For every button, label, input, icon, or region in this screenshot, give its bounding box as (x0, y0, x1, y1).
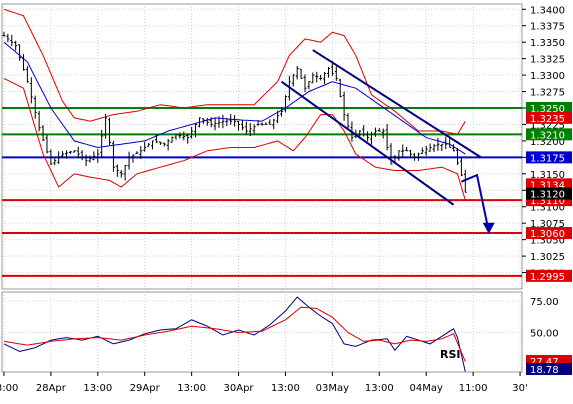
price-value-label: 1.3120 (530, 190, 565, 201)
price-tick-label: 1.3325 (530, 55, 565, 66)
level-label: 1.3110 (530, 196, 565, 207)
price-tick-label: 1.3075 (530, 219, 565, 230)
price-value-label: 1.3235 (530, 114, 565, 125)
level-label-box (526, 128, 572, 141)
price-tick-label: 1.3050 (530, 236, 565, 247)
x-tick-label: 03May (316, 383, 349, 394)
x-tick-label: 13:00 (177, 383, 206, 394)
price-tick-label: 1.3300 (530, 71, 565, 82)
level-label: 1.3210 (530, 130, 565, 141)
price-value-label-box (526, 187, 572, 200)
price-tick-label: 1.3375 (530, 22, 565, 33)
x-tick-label: 29Apr (130, 383, 161, 394)
rsi-tick-label: 75.00 (530, 297, 559, 308)
forecast-arrow (461, 173, 490, 232)
level-label-box (526, 227, 572, 240)
rsi-tick-label: 50.00 (530, 328, 559, 339)
x-tick-label: 30Apr (224, 383, 255, 394)
price-value-label-box (526, 111, 572, 124)
rsi-legend-label: RSI (440, 348, 461, 361)
trend-channel-line (280, 80, 455, 206)
rsi-value-label: 27.47 (530, 357, 559, 368)
rsi-value-label: 18.78 (530, 365, 559, 376)
price-tick-label: 1.3025 (530, 252, 565, 263)
x-tick-label: 11:00 (459, 383, 488, 394)
level-label: 1.3250 (530, 104, 565, 115)
rsi-line (3, 296, 466, 372)
bollinger-upper-line (3, 8, 466, 135)
bollinger-lower-line (3, 77, 466, 201)
price-value-label: 1.3134 (530, 180, 565, 191)
level-label-box (526, 151, 572, 164)
price-panel (1, 3, 523, 290)
price-tick-label: 1.3400 (530, 5, 565, 16)
level-label: 1.3175 (530, 153, 565, 164)
level-label-box (526, 101, 572, 114)
x-tick-label: 04May (410, 383, 443, 394)
forecast-arrowhead (482, 222, 495, 234)
price-tick-label: 1.3200 (530, 137, 565, 148)
price-tick-label: 1.3275 (530, 88, 565, 99)
rsi-signal-line (3, 306, 466, 362)
moving-average-line (3, 41, 466, 155)
x-tick-label: 13:00 (83, 383, 112, 394)
level-label: 1.2995 (530, 272, 565, 283)
x-tick-label: 28Apr (36, 383, 67, 394)
rsi-value-label-box (526, 363, 572, 375)
trend-channel-line (312, 49, 482, 159)
level-label-box (526, 269, 572, 282)
level-label: 1.3060 (530, 229, 565, 240)
rsi-panel (1, 291, 523, 373)
x-tick-label: 13:00 (365, 383, 394, 394)
price-tick-label: 1.3350 (530, 38, 565, 49)
price-tick-label: 1.3150 (530, 170, 565, 181)
x-tick-label: 13:00 (0, 383, 18, 394)
price-tick-label: 1.3100 (530, 203, 565, 214)
x-tick-label: 30' (512, 383, 527, 394)
price-value-label-box (526, 178, 572, 191)
price-tick-label: 1.3225 (530, 120, 565, 131)
x-tick-label: 13:00 (271, 383, 300, 394)
